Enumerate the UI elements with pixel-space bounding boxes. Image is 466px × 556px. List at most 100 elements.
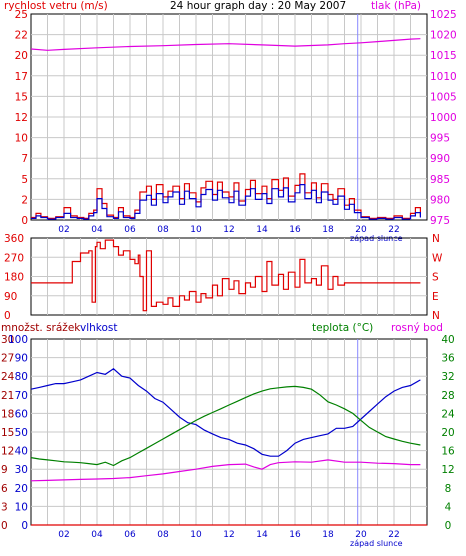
hour-tick-label: 12 xyxy=(223,225,234,235)
temperature-tick-label: 8 xyxy=(445,483,452,495)
pressure-tick-label: 985 xyxy=(430,174,450,186)
wind-speed-tick-label: 5 xyxy=(21,174,28,186)
temperature-tick-label: 0 xyxy=(445,520,452,532)
hour-tick-label: 02 xyxy=(58,225,69,235)
wind-direction-compass-label: S xyxy=(432,272,439,284)
rain-tick-label: 18 xyxy=(1,408,14,420)
humidity-tick-label: 90 xyxy=(15,353,28,365)
humidity-tick-label: 10 xyxy=(15,501,28,513)
humidity-tick-label: 20 xyxy=(15,483,28,495)
humidity-tick-label: 40 xyxy=(15,446,28,458)
pressure-axis-label: tlak (hPa) xyxy=(371,0,421,12)
wind-direction-degree-label: 270 xyxy=(4,252,24,264)
humidity-temperature-series xyxy=(30,368,427,526)
pressure-tick-label: 1025 xyxy=(430,9,457,21)
wind-direction-degree-label: 0 xyxy=(4,310,11,322)
temperature-tick-label: 32 xyxy=(441,371,454,383)
rain-tick-label: 6 xyxy=(1,483,8,495)
rain-tick-label: 21 xyxy=(1,390,14,402)
pressure-ticks: 975 980 985 990 995 1000 1005 1010 1015 1020 1025 xyxy=(430,9,457,227)
hour-tick-label: 18 xyxy=(322,530,334,540)
hour-tick-label: 04 xyxy=(91,225,103,235)
wind-direction-compass-label: N xyxy=(432,310,440,322)
hour-tick-label: 14 xyxy=(256,530,268,540)
hour-tick-label: 08 xyxy=(157,225,169,235)
temperature-tick-label: 12 xyxy=(441,464,454,476)
wind-speed-tick-label: 2 xyxy=(21,194,28,206)
rain-tick-label: 9 xyxy=(1,464,8,476)
dew-point-line xyxy=(30,459,421,482)
humidity-tick-label: 0 xyxy=(21,520,28,532)
temperature-tick-label: 24 xyxy=(441,408,455,420)
hour-ticks-bottom: 02 04 06 08 10 12 14 16 18 20 22 xyxy=(58,530,399,540)
hour-tick-label: 22 xyxy=(388,530,399,540)
wind-speed-tick-label: 15 xyxy=(15,91,28,103)
humidity-ticks: 0 10 20 30 40 50 60 70 80 90 100 xyxy=(8,334,28,532)
wind-direction-series xyxy=(31,239,421,312)
hour-tick-label: 16 xyxy=(289,225,301,235)
hour-tick-label: 12 xyxy=(223,530,234,540)
wind-speed-tick-label: 0 xyxy=(21,215,28,227)
wind-pressure-series xyxy=(30,38,421,220)
humidity-tick-label: 60 xyxy=(15,408,28,420)
rain-ticks: 0 3 6 9 12 15 18 21 24 27 30 xyxy=(1,334,15,532)
wind-direction-compass-label: N xyxy=(432,233,440,245)
temperature-line xyxy=(30,385,421,467)
hour-tick-label: 08 xyxy=(157,530,169,540)
temperature-tick-label: 4 xyxy=(445,501,452,513)
hour-ticks-top: 02 04 06 08 10 12 14 16 18 20 22 xyxy=(58,225,399,235)
wind-speed-tick-label: 20 xyxy=(15,50,28,62)
hour-tick-label: 20 xyxy=(355,530,367,540)
temperature-tick-label: 36 xyxy=(441,353,455,365)
pressure-tick-label: 1020 xyxy=(430,30,457,42)
rain-tick-label: 3 xyxy=(1,501,8,513)
humidity-tick-label: 30 xyxy=(15,464,28,476)
hour-tick-label: 16 xyxy=(289,530,301,540)
wind-direction-compass-label: W xyxy=(432,252,443,264)
rain-tick-label: 24 xyxy=(1,371,15,383)
wind-speed-tick-label: 10 xyxy=(15,133,28,145)
wind-direction-degree-label: 360 xyxy=(4,233,24,245)
rain-tick-label: 27 xyxy=(1,353,14,365)
pressure-tick-label: 990 xyxy=(430,153,450,165)
humidity-axis-label: vlhkost xyxy=(80,322,118,334)
hour-tick-label: 20 xyxy=(355,225,367,235)
humidity-temperature-grid xyxy=(31,339,427,525)
wind-direction-line xyxy=(31,239,421,312)
hour-tick-label: 04 xyxy=(91,530,103,540)
rain-tick-label: 30 xyxy=(1,334,14,346)
pressure-tick-label: 995 xyxy=(430,133,450,145)
wind-speed-tick-label: 25 xyxy=(15,9,28,21)
wind-direction-degree-label: 90 xyxy=(4,291,17,303)
hour-tick-label: 10 xyxy=(190,530,202,540)
temperature-tick-label: 28 xyxy=(441,390,454,402)
rain-axis-label: množst. srážek xyxy=(1,322,81,334)
temperature-ticks: 0 4 8 12 16 20 24 28 32 36 40 xyxy=(441,334,455,532)
pressure-tick-label: 975 xyxy=(430,215,450,227)
wind-speed-tick-label: 22 xyxy=(15,30,28,42)
chart-title: 24 hour graph day : 20 May 2007 xyxy=(170,0,346,12)
wind-direction-degree-ticks: 360 270 180 90 0 xyxy=(4,233,24,322)
humidity-tick-label: 100 xyxy=(8,334,28,346)
temperature-tick-label: 16 xyxy=(441,446,455,458)
wind-speed-axis-label: rychlost vetru (m/s) xyxy=(4,0,108,12)
hour-tick-label: 10 xyxy=(190,225,202,235)
pressure-line xyxy=(30,38,421,51)
wind-direction-degree-label: 180 xyxy=(4,272,24,284)
wind-gust-line xyxy=(31,173,421,219)
wind-direction-compass-label: E xyxy=(432,291,439,303)
dew-point-axis-label: rosný bod xyxy=(391,322,443,334)
pressure-tick-label: 1000 xyxy=(430,112,457,124)
pressure-tick-label: 1010 xyxy=(430,71,457,83)
hour-tick-label: 18 xyxy=(322,225,334,235)
hour-tick-label: 02 xyxy=(58,530,69,540)
temperature-axis-label: teplota (°C) xyxy=(312,322,373,334)
temperature-tick-label: 20 xyxy=(441,427,454,439)
pressure-tick-label: 980 xyxy=(430,194,450,206)
wind-pressure-grid xyxy=(31,14,427,220)
rain-tick-label: 12 xyxy=(1,446,14,458)
sunset-label-bottom: západ slunce xyxy=(350,539,403,548)
